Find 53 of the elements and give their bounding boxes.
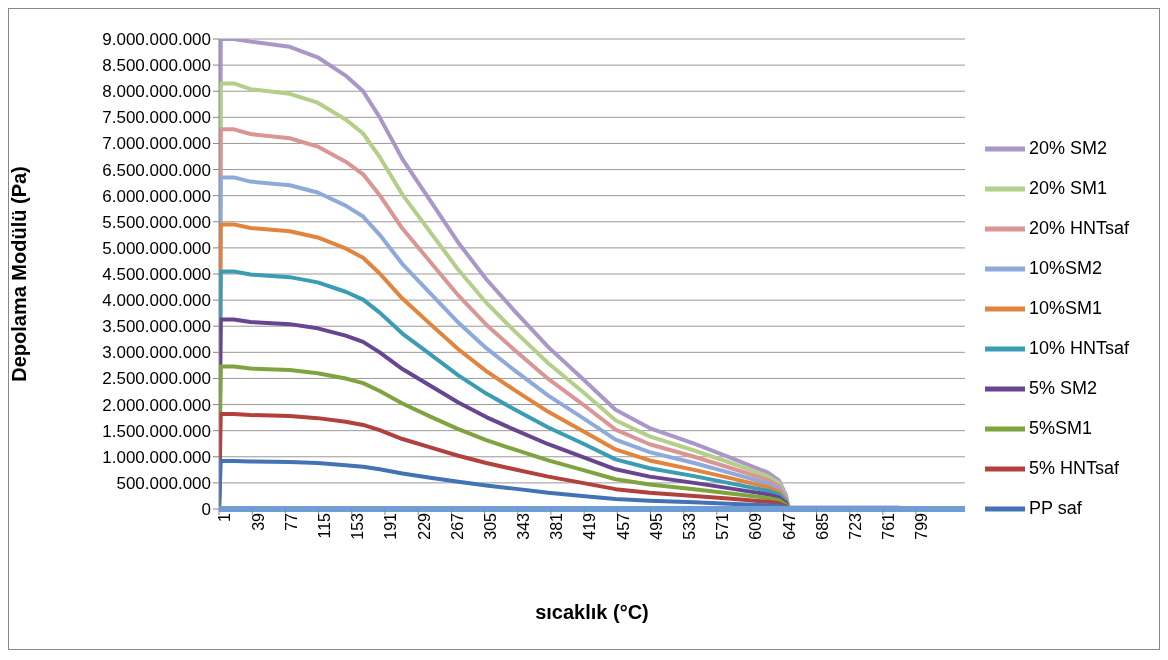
- x-tick-label: 495: [647, 512, 665, 540]
- y-tick-label: 7.500.000.000: [102, 108, 211, 128]
- y-tick-label: 6.000.000.000: [102, 186, 211, 206]
- x-tick-label: 115: [315, 512, 333, 539]
- y-tick-label: 4.500.000.000: [102, 265, 211, 285]
- x-tick-label: 647: [780, 512, 798, 540]
- x-tick-label: 1: [216, 512, 234, 522]
- legend-label: 5% HNTsaf: [1028, 457, 1119, 478]
- x-tick-label: 343: [515, 512, 533, 540]
- legend-label: 10% HNTsaf: [1028, 337, 1129, 358]
- y-tick-label: 7.000.000.000: [102, 134, 211, 154]
- legend-label: 20% HNTsaf: [1028, 217, 1129, 238]
- legend-label: 5%SM1: [1028, 417, 1092, 438]
- y-tick-label: 9.000.000.000: [102, 30, 211, 50]
- y-tick-label: 2.500.000.000: [102, 369, 211, 389]
- y-tick-label: 2.000.000.000: [102, 395, 211, 415]
- x-tick-label: 761: [880, 512, 898, 540]
- y-tick-label: 500.000.000: [116, 473, 211, 493]
- legend-label: PP saf: [1028, 497, 1082, 518]
- x-tick-label: 381: [548, 512, 566, 540]
- legend-label: 5% SM2: [1028, 377, 1097, 398]
- y-tick-label: 1.000.000.000: [102, 447, 211, 467]
- y-tick-label: 6.500.000.000: [102, 160, 211, 180]
- y-tick-label: 3.000.000.000: [102, 343, 211, 363]
- legend-label: 20% SM1: [1028, 177, 1107, 198]
- legend-label: 10%SM2: [1028, 257, 1102, 278]
- y-tick-label: 8.500.000.000: [102, 56, 211, 76]
- x-tick-label: 457: [614, 512, 632, 540]
- y-tick-label: 4.000.000.000: [102, 291, 211, 311]
- x-tick-label: 191: [382, 512, 400, 540]
- y-tick-label: 8.000.000.000: [102, 82, 211, 102]
- y-tick-label: 3.500.000.000: [102, 317, 211, 337]
- y-tick-label: 5.000.000.000: [102, 238, 211, 258]
- x-tick-label: 77: [282, 512, 300, 531]
- y-tick-label: 0: [201, 500, 211, 520]
- x-tick-label: 39: [249, 512, 267, 531]
- x-tick-label: 533: [681, 512, 699, 540]
- x-tick-label: 799: [913, 512, 931, 540]
- x-tick-label: 267: [448, 512, 466, 540]
- x-tick-label: 609: [747, 512, 765, 540]
- x-tick-label: 571: [714, 512, 732, 540]
- x-tick-label: 305: [481, 512, 499, 540]
- x-axis-title: sıcaklık (°C): [535, 601, 649, 623]
- x-tick-label: 153: [349, 512, 367, 540]
- legend-label: 10%SM1: [1028, 297, 1102, 318]
- y-tick-label: 5.500.000.000: [102, 212, 211, 232]
- y-tick-label: 1.500.000.000: [102, 421, 211, 441]
- x-tick-label: 685: [813, 512, 831, 540]
- x-tick-label: 229: [415, 512, 433, 540]
- legend-label: 20% SM2: [1028, 137, 1107, 158]
- x-tick-label: 419: [581, 512, 599, 540]
- y-axis-title: Depolama Modülü (Pa): [8, 166, 31, 382]
- x-tick-label: 723: [847, 512, 865, 540]
